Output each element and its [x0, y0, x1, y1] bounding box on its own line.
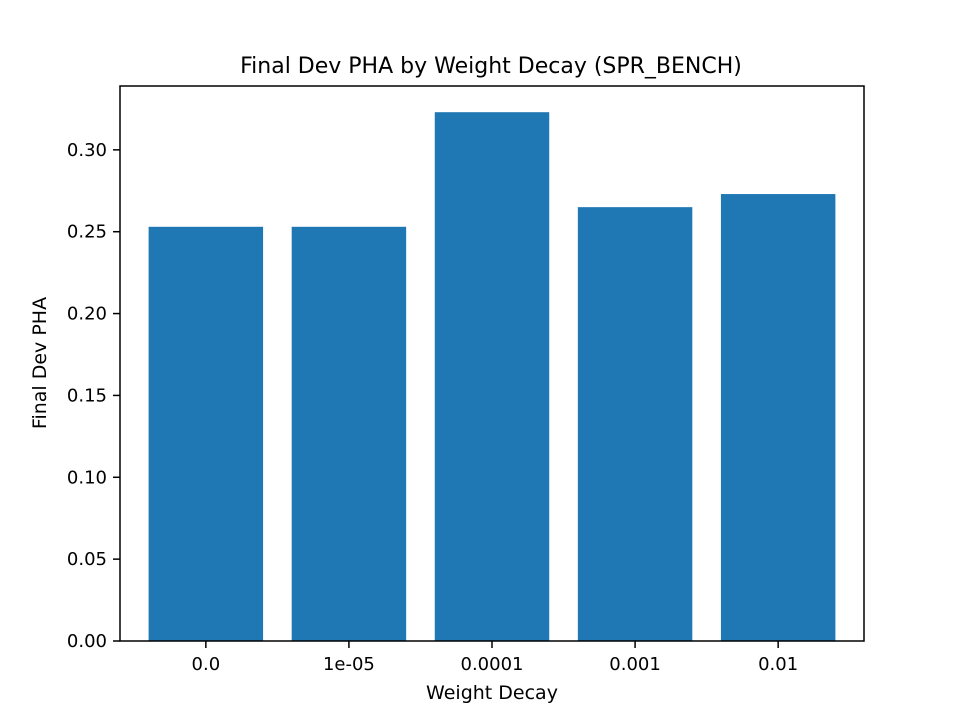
x-tick-label: 0.0001: [461, 654, 524, 675]
y-axis-label: Final Dev PHA: [29, 297, 51, 429]
x-axis-label: Weight Decay: [426, 682, 558, 704]
y-tick-label: 0.15: [67, 385, 107, 406]
y-tick-label: 0.30: [67, 140, 107, 161]
y-axis: 0.00 0.05 0.10 0.15 0.20 0.25 0.30: [67, 140, 120, 652]
bar-0.0: [148, 226, 264, 642]
bar-1e-05: [291, 226, 407, 642]
plot-frame: [119, 85, 865, 642]
y-tick-label: 0.05: [67, 549, 107, 570]
bar-0.01: [720, 194, 836, 641]
y-tick-label: 0.10: [67, 467, 107, 488]
x-tick-label: 1e-05: [323, 654, 375, 675]
bar-0.001: [577, 207, 693, 641]
x-tick-label: 0.001: [609, 654, 661, 675]
x-axis: 0.0 1e-05 0.0001 0.001 0.01: [192, 641, 798, 675]
x-tick-label: 0.0: [192, 654, 221, 675]
bar-0.0001: [434, 112, 550, 641]
y-tick-label: 0.00: [67, 631, 107, 652]
chart-title: Final Dev PHA by Weight Decay (SPR_BENCH…: [240, 54, 742, 79]
x-tick-label: 0.01: [758, 654, 798, 675]
bars-group: [148, 112, 836, 642]
y-tick-label: 0.25: [67, 222, 107, 243]
y-tick-label: 0.20: [67, 304, 107, 325]
